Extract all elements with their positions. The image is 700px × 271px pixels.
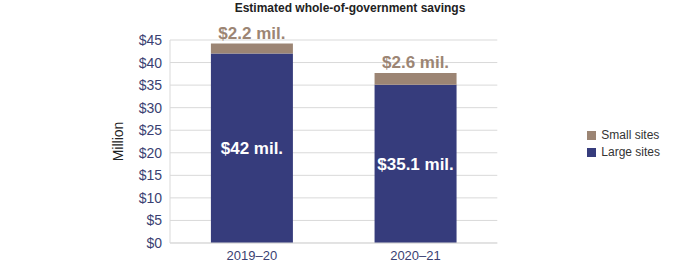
svg-text:$20: $20 xyxy=(139,145,163,161)
svg-text:2019–20: 2019–20 xyxy=(227,248,278,263)
svg-text:$2.2 mil.: $2.2 mil. xyxy=(218,24,285,43)
svg-text:$42 mil.: $42 mil. xyxy=(221,139,283,158)
html-text:Large sites: Large sites xyxy=(601,145,660,159)
svg-text:$10: $10 xyxy=(139,190,163,206)
svg-text:$40: $40 xyxy=(139,55,163,71)
svg-text:$25: $25 xyxy=(139,122,163,138)
svg-text:$2.6 mil.: $2.6 mil. xyxy=(382,53,449,72)
svg-text:2020–21: 2020–21 xyxy=(390,248,441,263)
svg-text:$35.1 mil.: $35.1 mil. xyxy=(377,155,454,174)
svg-text:$35: $35 xyxy=(139,77,163,93)
svg-text:$30: $30 xyxy=(139,100,163,116)
html-text:Small sites: Small sites xyxy=(601,128,660,142)
svg-text:$15: $15 xyxy=(139,167,163,183)
svg-text:$5: $5 xyxy=(146,212,162,228)
svg-text:$0: $0 xyxy=(146,235,162,251)
svg-text:$45: $45 xyxy=(139,32,163,48)
svg-text:Million: Million xyxy=(110,122,126,162)
html-text:Estimated whole-of-government: Estimated whole-of-government savings xyxy=(234,1,466,15)
